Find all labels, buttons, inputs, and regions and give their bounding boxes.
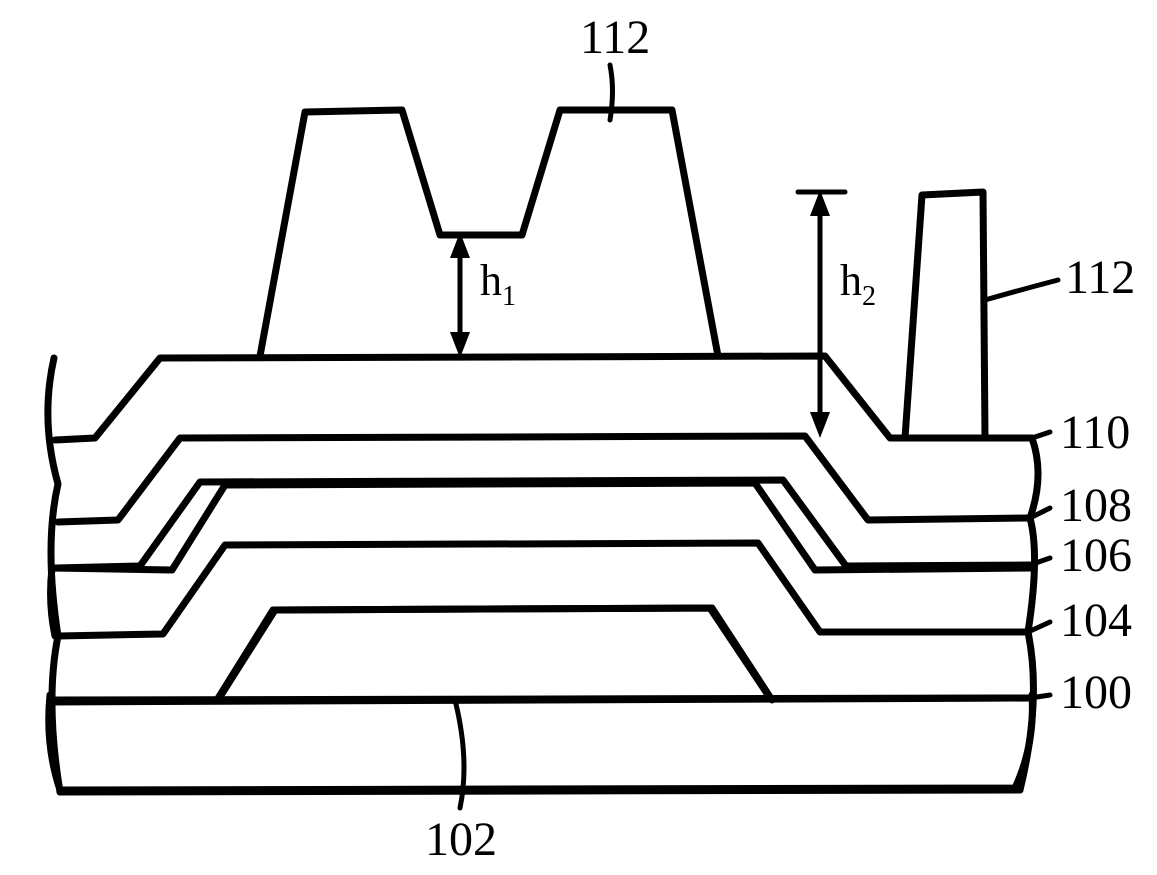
label-108: 108 — [1060, 478, 1132, 533]
right-edge — [1020, 438, 1038, 790]
leader-100 — [1030, 695, 1050, 698]
label-106: 106 — [1060, 528, 1132, 583]
label-110: 110 — [1060, 405, 1130, 460]
line-110 — [55, 356, 1032, 440]
leader-112-right — [985, 280, 1058, 300]
line-100-top — [54, 698, 1030, 700]
label-112-top: 112 — [580, 10, 650, 65]
substrate-bottom-curve — [49, 695, 1033, 790]
gate-102-shape — [218, 608, 770, 700]
feature-112-left — [260, 110, 718, 356]
feature-112-right — [905, 192, 985, 438]
leader-110 — [1032, 432, 1050, 438]
bottom-edge — [60, 790, 1020, 792]
diagram-svg — [0, 0, 1157, 875]
dimension-h2 — [798, 190, 845, 438]
label-104: 104 — [1060, 593, 1132, 648]
leader-112-top — [610, 65, 613, 120]
label-112-right: 112 — [1065, 250, 1135, 305]
gate-102 — [217, 608, 772, 700]
layer-104-top — [51, 483, 1032, 636]
dimension-h1 — [450, 232, 470, 358]
label-100: 100 — [1060, 665, 1132, 720]
label-102: 102 — [425, 812, 497, 867]
left-edge — [48, 358, 60, 792]
label-h2: h2 — [840, 255, 876, 313]
line-104 — [58, 543, 1028, 636]
label-h1: h1 — [480, 255, 516, 313]
